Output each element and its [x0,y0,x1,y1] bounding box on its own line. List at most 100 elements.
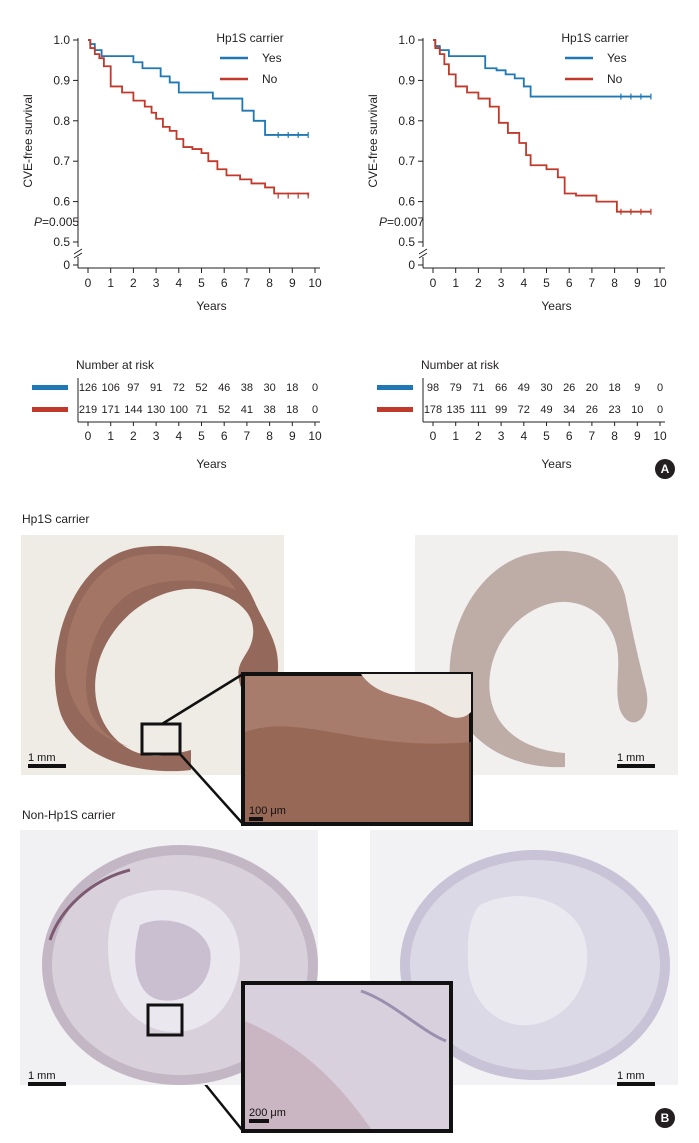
risk-tick-label: 9 [289,429,296,443]
risk-tick-label: 10 [653,429,667,443]
y-axis-break-mark [73,248,83,255]
risk-tick-label: 3 [498,429,505,443]
section-label-hp1s: Hp1S carrier [22,512,90,526]
risk-value: 171 [102,404,120,416]
x-axis-label: Years [541,299,571,313]
risk-value: 130 [147,404,165,416]
risk-value: 91 [150,382,162,394]
risk-value: 79 [450,382,462,394]
scale-bar-line [28,764,66,768]
legend-title: Hp1S carrier [216,31,283,45]
risk-value: 10 [631,404,643,416]
risk-value: 98 [427,382,439,394]
risk-tick-label: 10 [308,429,322,443]
x-tick-label: 9 [289,276,296,290]
risk-value: 18 [608,382,620,394]
y-tick-label: 0.5 [398,235,415,249]
risk-value: 72 [518,404,530,416]
x-tick-label: 10 [653,276,667,290]
risk-tick-label: 8 [266,429,273,443]
risk-tick-label: 6 [566,429,573,443]
scale-bar-line [249,1119,269,1123]
risk-value: 34 [563,404,575,416]
scale-bar-line [617,1082,655,1086]
scale-bar-1mm-a: 1 mm [28,752,66,768]
risk-value: 20 [586,382,598,394]
x-tick-label: 0 [85,276,92,290]
scale-bar-label: 100 μm [249,805,286,817]
histology-non-hp1s-control [370,830,678,1085]
x-tick-label: 9 [634,276,641,290]
risk-value: 30 [263,382,275,394]
scale-bar-label: 1 mm [617,752,645,764]
y-tick-label: 0.6 [398,195,415,209]
y-tick-label: 0.7 [398,154,415,168]
risk-value: 52 [195,382,207,394]
scale-bar-1mm-d: 1 mm [617,1070,655,1086]
risk-value: 97 [127,382,139,394]
x-tick-label: 1 [107,276,114,290]
risk-value: 99 [495,404,507,416]
y-tick-label: 0.9 [398,73,415,87]
legend-label-no: No [607,72,623,86]
panel-label-a: A [655,459,675,479]
risk-value: 135 [447,404,465,416]
risk-tick-label: 4 [175,429,182,443]
x-tick-label: 2 [130,276,137,290]
histology-hp1s-stained [21,535,284,775]
risk-tick-label: 2 [130,429,137,443]
risk-tick-label: 7 [589,429,596,443]
y-tick-label: 0.7 [53,154,70,168]
x-tick-label: 4 [175,276,182,290]
risk-row-swatch-yes [377,385,413,390]
scale-bar-label: 1 mm [28,752,56,764]
risk-tick-label: 5 [543,429,550,443]
risk-value: 23 [608,404,620,416]
y-axis-label: CVE-free survival [366,94,380,187]
scale-bar-line [28,1082,66,1086]
km-chart-left: 0.5 0.6 0.7 0.8 0.9 1.0 0 0 1 2 3 4 5 6 7 8 9 10 Years CVE-… [21,31,322,313]
risk-value: 30 [540,382,552,394]
risk-value: 178 [424,404,442,416]
risk-row-swatch-yes [32,385,68,390]
legend-title: Hp1S carrier [561,31,628,45]
risk-value: 126 [79,382,97,394]
y-tick-label: 0.9 [53,73,70,87]
p-value-annotation: P=0.005 [34,215,79,229]
x-tick-label: 1 [452,276,459,290]
y-tick-label: 0.6 [53,195,70,209]
series-line-no [433,39,651,213]
risk-tick-label: 2 [475,429,482,443]
risk-table-xlabel: Years [541,457,571,471]
risk-value: 66 [495,382,507,394]
scale-bar-line [617,764,655,768]
risk-table-title: Number at risk [421,358,500,372]
scale-bar-200um: 200 μm [249,1107,286,1123]
risk-tick-label: 7 [244,429,251,443]
risk-value: 106 [102,382,120,394]
x-tick-label: 2 [475,276,482,290]
risk-tick-label: 1 [107,429,114,443]
x-tick-label: 4 [520,276,527,290]
histology-hp1s-inset [241,672,473,826]
risk-value: 38 [241,382,253,394]
y-tick-label: 0.8 [398,114,415,128]
risk-table-title: Number at risk [76,358,155,372]
risk-value: 0 [312,382,318,394]
risk-tick-label: 0 [430,429,437,443]
scale-bar-label: 1 mm [617,1070,645,1082]
x-tick-label: 5 [543,276,550,290]
risk-value: 71 [195,404,207,416]
risk-tick-label: 4 [520,429,527,443]
risk-tick-label: 3 [153,429,160,443]
p-value-annotation: P=0.007 [379,215,424,229]
x-tick-label: 8 [611,276,618,290]
y-tick-label: 1.0 [53,33,70,47]
x-axis-label: Years [196,299,226,313]
risk-value: 72 [173,382,185,394]
risk-value: 111 [470,404,487,416]
risk-value: 26 [586,404,598,416]
section-label-non-hp1s: Non-Hp1S carrier [22,808,116,822]
scale-bar-1mm-c: 1 mm [28,1070,66,1086]
